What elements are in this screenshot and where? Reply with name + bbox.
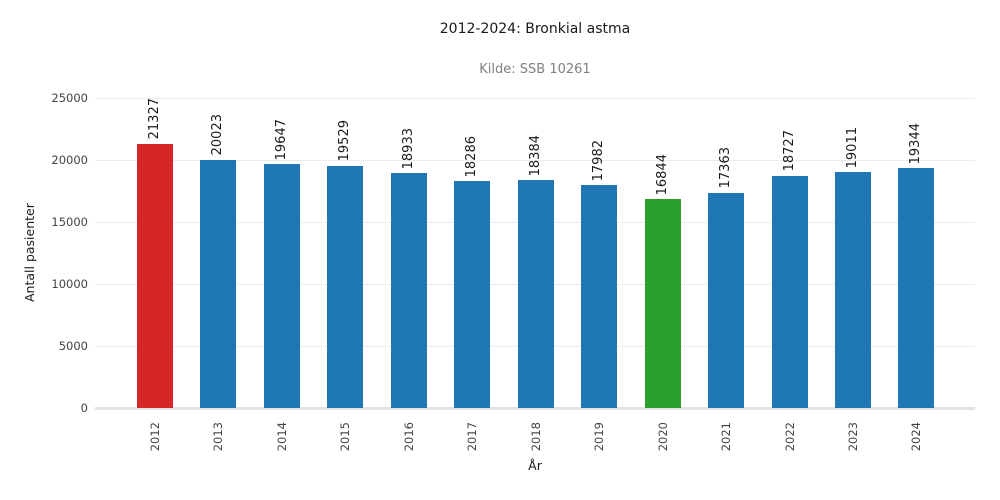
x-tick-label: 2017	[465, 422, 480, 452]
bar-2018	[517, 180, 554, 408]
bar-value-label: 19647	[273, 119, 289, 161]
y-tick-label: 0	[80, 401, 88, 415]
x-axis-line	[95, 407, 975, 410]
bar-2014	[263, 164, 300, 408]
bar-2016	[390, 173, 427, 408]
bar-2022	[771, 175, 808, 408]
bar-value-label: 21327	[147, 98, 162, 140]
bar-value-label: 17363	[718, 147, 734, 189]
plot-area: 0 5000 10000 15000 20000 25000 21327 2012 20023 2…	[51, 91, 975, 451]
y-tick-label: 20000	[51, 153, 88, 167]
chart-subtitle: Kilde: SSB 10261	[479, 62, 591, 77]
chart-title: 2012-2024: Bronkial astma	[439, 21, 631, 37]
bar-2020	[644, 199, 681, 408]
gridline	[95, 159, 975, 161]
bar-2015	[327, 165, 364, 408]
bar-2021	[708, 192, 745, 408]
bar-value-label: 19344	[908, 122, 924, 165]
bar-2024	[898, 168, 935, 408]
x-tick-label: 2015	[338, 422, 353, 452]
bar-value-label: 20023	[210, 114, 226, 156]
x-tick-label: 2013	[211, 422, 226, 452]
x-tick-label: 2024	[909, 422, 924, 452]
y-tick-label: 5000	[58, 339, 88, 353]
bar-2017	[454, 181, 491, 408]
bar-value-label: 18933	[400, 127, 416, 170]
y-axis-label: Antall pasienter	[22, 203, 37, 303]
x-tick-label: 2016	[401, 422, 416, 452]
y-tick-label: 25000	[51, 91, 88, 105]
bar-value-label: 18727	[781, 130, 797, 172]
gridline	[95, 97, 975, 99]
y-tick-label: 10000	[51, 277, 88, 291]
bar-value-label: 19529	[337, 120, 353, 162]
x-tick-label: 2020	[655, 422, 670, 452]
x-tick-label: 2019	[592, 422, 607, 452]
bar-value-label: 18384	[527, 134, 543, 177]
bar-2019	[581, 185, 618, 408]
x-tick-label: 2012	[148, 422, 162, 452]
bar-value-label: 19011	[844, 126, 860, 169]
y-tick-label: 15000	[51, 215, 88, 229]
x-tick-label: 2014	[274, 422, 289, 452]
bar-2013	[200, 159, 237, 408]
x-tick-label: 2018	[528, 422, 543, 452]
x-tick-label: 2021	[719, 422, 734, 452]
bar-value-label: 16844	[654, 153, 670, 196]
x-tick-label: 2023	[845, 422, 860, 452]
bar-2023	[834, 172, 871, 408]
x-tick-label: 2022	[782, 422, 797, 452]
bar-2012	[137, 143, 173, 408]
bar-value-label: 18286	[464, 135, 480, 178]
bar-value-label: 17982	[591, 139, 607, 182]
x-axis-label: År	[528, 458, 542, 473]
